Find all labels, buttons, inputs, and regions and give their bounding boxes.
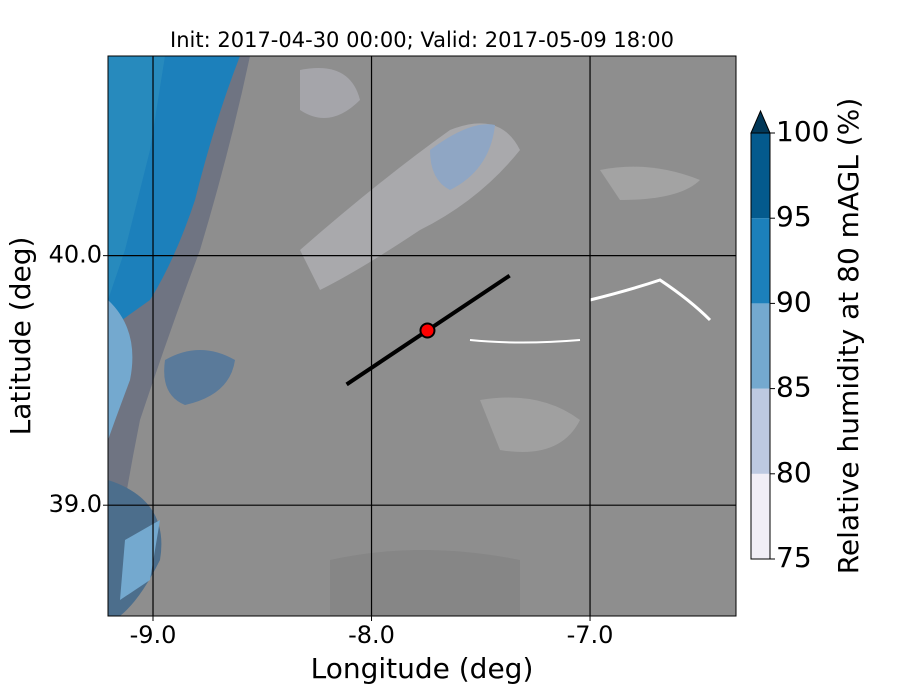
colorbar-tick-label: 100 bbox=[776, 115, 829, 148]
colorbar-segment bbox=[751, 303, 770, 389]
colorbar-segment bbox=[751, 133, 770, 219]
y-tick-label: 40.0 bbox=[49, 241, 102, 269]
colorbar-tick-label: 85 bbox=[776, 371, 812, 404]
x-axis-label: Longitude (deg) bbox=[311, 652, 534, 685]
x-tick-label: -9.0 bbox=[130, 621, 177, 649]
map-background bbox=[108, 56, 736, 616]
colorbar-segment bbox=[751, 218, 770, 304]
colorbar-frame bbox=[750, 132, 771, 560]
colorbar-segment bbox=[751, 473, 770, 559]
y-axis-label: Latitude (deg) bbox=[4, 237, 37, 436]
colorbar-segment bbox=[751, 388, 770, 474]
colorbar-tick-label: 80 bbox=[776, 456, 812, 489]
colorbar-extend bbox=[750, 109, 771, 134]
chart-title: Init: 2017-04-30 00:00; Valid: 2017-05-0… bbox=[170, 28, 674, 52]
location-point bbox=[419, 322, 436, 339]
x-tick-label: -8.0 bbox=[348, 621, 395, 649]
grid bbox=[108, 56, 736, 616]
y-tick-label: 39.0 bbox=[49, 490, 102, 518]
colorbar-tick-label: 90 bbox=[776, 285, 812, 318]
marks bbox=[345, 273, 511, 387]
colorbar-label: Relative humidity at 80 mAGL (%) bbox=[832, 98, 865, 575]
colorbar-tick-label: 95 bbox=[776, 200, 812, 233]
plot-frame bbox=[107, 55, 737, 617]
colorbar-tick-label: 75 bbox=[776, 541, 812, 574]
x-tick-label: -7.0 bbox=[567, 621, 614, 649]
